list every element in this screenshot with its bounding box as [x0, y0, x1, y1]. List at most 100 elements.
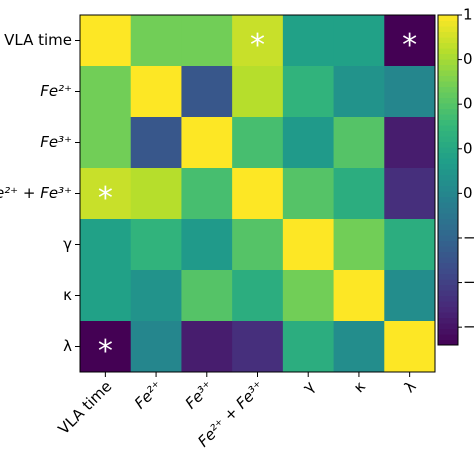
colorbar-segment [438, 191, 458, 197]
colorbar-segment [438, 114, 458, 120]
heatmap-cell [384, 270, 436, 322]
heatmap-cell [130, 321, 182, 373]
heatmap-cell [181, 270, 233, 322]
heatmap-cell [80, 117, 132, 169]
colorbar-segment [438, 334, 458, 340]
colorbar-segment [438, 202, 458, 208]
colorbar-segment [438, 257, 458, 263]
y-tick-label: Fe²⁺ [40, 82, 72, 100]
colorbar-segment [438, 268, 458, 274]
heatmap-cell [384, 66, 436, 118]
significance-marker: * [250, 28, 265, 63]
colorbar-segment [438, 328, 458, 335]
colorbar-segment [438, 97, 458, 104]
colorbar-segment [438, 251, 458, 258]
colorbar-segment [438, 180, 458, 186]
colorbar-segment [438, 306, 458, 313]
colorbar-segment [438, 136, 458, 142]
colorbar-segment [438, 240, 458, 247]
colorbar-segment [438, 323, 458, 329]
colorbar-segment [438, 246, 458, 252]
heatmap-cell [384, 15, 436, 67]
x-tick-label: κ [350, 377, 369, 396]
colorbar-segment [438, 284, 458, 291]
heatmap-cell [130, 117, 182, 169]
colorbar-segment [438, 70, 458, 76]
heatmap-cell [282, 15, 335, 67]
y-tick-label: γ [63, 235, 72, 253]
heatmap-cell [130, 168, 182, 220]
colorbar-segment [438, 196, 458, 203]
heatmap-cell [130, 219, 182, 271]
colorbar-segment [438, 86, 458, 93]
heatmap-cell [181, 168, 233, 220]
colorbar-segment [438, 262, 458, 269]
colorbar-segment [438, 273, 458, 280]
colorbar-segment [438, 235, 458, 241]
colorbar-segment [438, 169, 458, 175]
colorbar-segment [438, 75, 458, 82]
heatmap-cell [333, 321, 385, 373]
colorbar-tick-label: − [463, 273, 474, 291]
significance-marker: * [402, 28, 417, 63]
heatmap-cell [232, 270, 284, 322]
heatmap-cell [282, 219, 335, 271]
colorbar-segment [438, 20, 458, 27]
colorbar-tick-label: 0. [463, 139, 474, 157]
colorbar-tick-label: 0. [463, 50, 474, 68]
heatmap-cell [80, 66, 132, 118]
colorbar-segment [438, 279, 458, 285]
colorbar-segment [438, 147, 458, 153]
colorbar-segment [438, 317, 458, 324]
colorbar-segment [438, 92, 458, 98]
colorbar-tick-label: 0. [463, 184, 474, 202]
heatmap-cell [80, 321, 132, 373]
y-tick-label: Fe³⁺ [40, 133, 72, 151]
heatmap-cell [232, 66, 284, 118]
colorbar-segment [438, 207, 458, 214]
colorbar-tick-label: 1. [463, 6, 474, 24]
colorbar-segment [438, 158, 458, 164]
x-tick-label: VLA time [55, 377, 116, 438]
colorbar-segment [438, 48, 458, 54]
heatmap-cell [232, 219, 284, 271]
heatmap-cell [80, 15, 132, 67]
colorbar-segment [438, 42, 458, 49]
heatmap-cell [282, 270, 335, 322]
colorbar-segment [438, 152, 458, 159]
heatmap-cell [282, 66, 335, 118]
x-tick-label: γ [299, 377, 318, 396]
colorbar-segment [438, 103, 458, 109]
x-tick-label: λ [401, 377, 420, 396]
x-tick-label: Fe³⁺ [182, 377, 217, 412]
colorbar-segment [438, 59, 458, 65]
colorbar-segment [438, 163, 458, 170]
heatmap-cell [333, 117, 385, 169]
heatmap-cell [232, 117, 284, 169]
heatmap-cell [181, 321, 233, 373]
significance-marker: * [98, 181, 113, 216]
colorbar-segment [438, 218, 458, 225]
y-tick-label: κ [63, 286, 72, 304]
colorbar-segment [438, 37, 458, 43]
colorbar-tick-label: − [463, 318, 474, 336]
heatmap-cell [232, 168, 284, 220]
colorbar-segment [438, 108, 458, 115]
colorbar-segment [438, 26, 458, 32]
colorbar-tick-label: − [463, 228, 474, 246]
colorbar-frame [437, 14, 459, 346]
heatmap-cell [384, 168, 436, 220]
y-tick-label: λ [63, 337, 72, 355]
heatmap-cell [384, 219, 436, 271]
heatmap-cell [181, 66, 233, 118]
colorbar-segment [438, 141, 458, 148]
heatmap-cell [333, 270, 385, 322]
heatmap-cell [130, 66, 182, 118]
heatmap-cell [333, 219, 385, 271]
colorbar-segment [438, 15, 458, 21]
colorbar-segment [438, 312, 458, 318]
colorbar-segment [438, 119, 458, 126]
colorbar-segment [438, 301, 458, 307]
y-tick-label: VLA time [4, 31, 72, 49]
